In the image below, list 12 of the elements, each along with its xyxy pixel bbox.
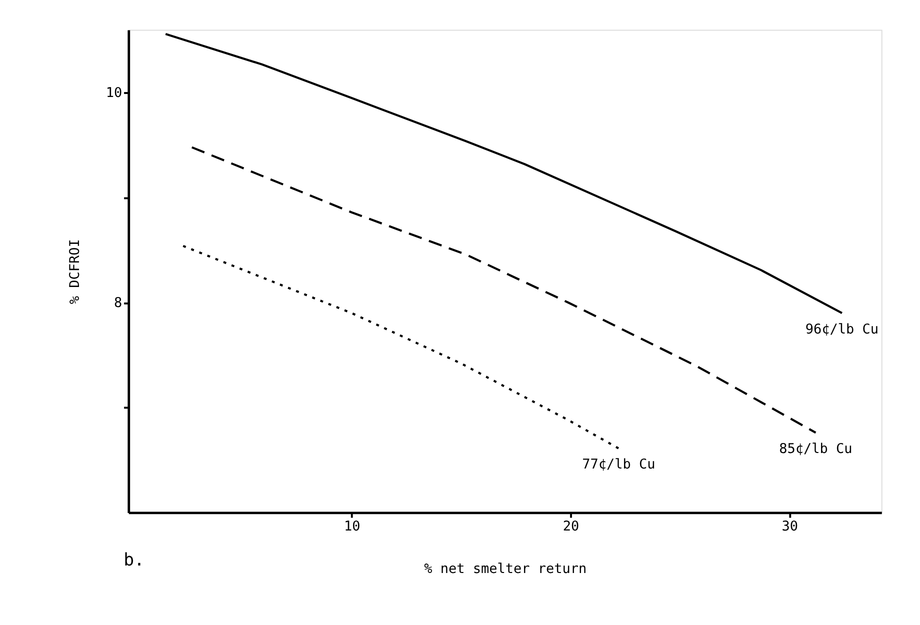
series-label: 85¢/lb Cu [779, 440, 852, 457]
x-tick-label: 30 [782, 518, 798, 534]
y-axis-title: % DCFROI [66, 239, 83, 304]
y-tick-label: 8 [114, 294, 122, 311]
text: b. [124, 550, 144, 571]
x-tick-label: 10 [344, 518, 360, 534]
x-axis-title: % net smelter return [424, 560, 587, 577]
series-label: 77¢/lb Cu [582, 456, 656, 473]
series-label: 96¢/lb Cu [805, 321, 879, 338]
x-tick-label: 20 [562, 518, 580, 534]
line-series [164, 32, 844, 314]
line-series [182, 244, 620, 450]
